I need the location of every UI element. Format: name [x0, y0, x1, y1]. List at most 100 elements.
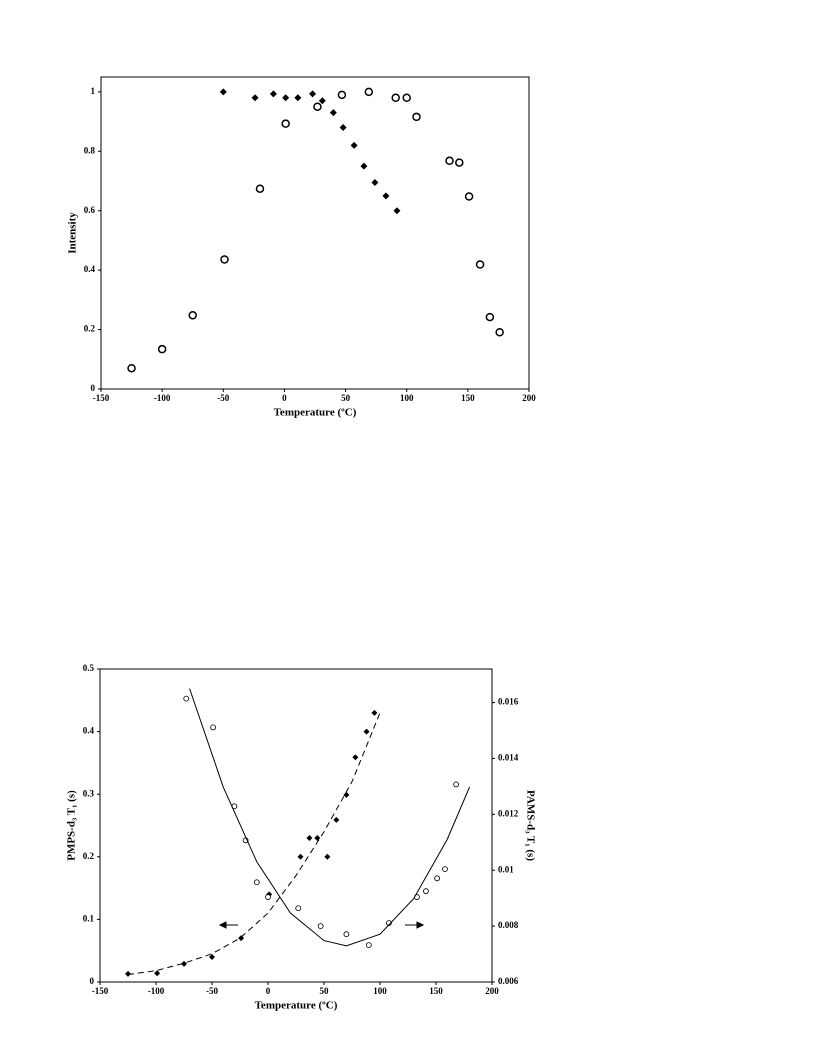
circle-point: [255, 184, 265, 193]
y-tick-label: 0.8: [84, 145, 96, 155]
circle-point: [442, 866, 448, 872]
x-tick-label: -50: [217, 393, 229, 403]
circle-point: [412, 112, 421, 122]
y-tick-label: 0.6: [84, 205, 96, 215]
fit-curve: [189, 688, 471, 947]
y-axis-title: PMPS-d₃ T₁ (s): [66, 790, 78, 861]
circle-point: [337, 90, 347, 100]
diamond-point: [382, 192, 390, 200]
diamond-point: [343, 791, 350, 798]
diamond-point: [339, 124, 347, 132]
y-tick-label: 1: [91, 86, 96, 96]
x-tick-label: 200: [485, 986, 499, 996]
y2-tick-label: 0.008: [498, 920, 519, 930]
y-tick-label: 0: [91, 383, 96, 393]
circle-point: [402, 93, 411, 103]
circle-point: [157, 344, 167, 354]
x-tick-label: 0: [282, 393, 287, 403]
circle-point: [423, 888, 429, 895]
circle-point: [495, 327, 504, 337]
circle-point: [464, 192, 474, 201]
circle-point: [265, 894, 271, 900]
diamond-point: [309, 90, 317, 98]
x-tick-label: -150: [93, 393, 110, 403]
diamond-point: [352, 754, 359, 761]
y-tick-label: 0.2: [83, 851, 95, 861]
x-tick-label: -100: [154, 393, 171, 403]
circle-point: [364, 87, 374, 97]
diamond-point: [251, 94, 259, 102]
diamond-point: [294, 94, 302, 102]
y2-tick-label: 0.01: [498, 864, 514, 874]
diamond-point: [324, 853, 331, 860]
diamond-point: [314, 835, 321, 842]
circle-point: [127, 363, 136, 373]
y-tick-label: 0.2: [84, 324, 96, 334]
x-tick-label: 50: [341, 393, 351, 403]
x-tick-label: 150: [429, 986, 443, 996]
x-tick-label: 100: [373, 986, 387, 996]
diamond-point: [329, 109, 337, 117]
diamond-point: [371, 178, 379, 186]
diamond-point: [282, 94, 290, 102]
y-tick-label: 0.3: [83, 788, 95, 798]
circle-point: [434, 875, 441, 882]
circle-point: [183, 695, 190, 702]
circle-point: [386, 920, 392, 926]
circle-point: [313, 102, 322, 111]
y-tick-label: 0.4: [84, 264, 96, 274]
x-tick-label: 50: [320, 986, 330, 996]
right-arrow-head: [416, 921, 425, 929]
diamond-point: [350, 141, 358, 149]
diamond-point: [333, 816, 340, 823]
fit-curve: [127, 712, 381, 975]
circle-point: [475, 260, 485, 269]
circle-point: [455, 158, 464, 167]
x-axis-title: Temperature (ºC): [255, 1000, 338, 1012]
diamond-point: [360, 162, 368, 170]
x-tick-label: 100: [400, 393, 414, 403]
y2-axis-title: PAMS-d₃ T₁ (s): [524, 790, 536, 861]
circle-point: [485, 312, 495, 322]
diamond-point: [209, 953, 215, 960]
x-tick-label: -50: [206, 986, 218, 996]
circle-point: [188, 311, 197, 320]
diamond-point: [297, 853, 304, 860]
x-tick-label: 0: [266, 986, 271, 996]
y-tick-label: 0.5: [83, 663, 95, 673]
circle-point: [220, 255, 229, 264]
circle-point: [391, 93, 400, 103]
circle-point: [365, 942, 372, 949]
circle-point: [210, 724, 217, 731]
diamond-point: [371, 709, 378, 716]
diamond-point: [306, 835, 313, 842]
diamond-point: [363, 728, 370, 735]
diamond-point: [154, 970, 161, 977]
y-axis-title: Intensity: [67, 212, 79, 254]
circle-point: [343, 931, 350, 938]
circle-point: [253, 879, 260, 886]
x-axis-title: Temperature (ºC): [274, 407, 357, 419]
y2-tick-label: 0.012: [498, 808, 519, 818]
y-tick-label: 0: [90, 976, 95, 986]
plot-frame: [100, 76, 530, 390]
left-arrow-head: [218, 921, 227, 929]
circle-point: [295, 905, 302, 912]
y-tick-label: 0.4: [83, 726, 95, 736]
diamond-point: [219, 88, 227, 96]
x-tick-label: -150: [92, 986, 109, 996]
x-tick-label: 150: [461, 393, 475, 403]
circle-point: [281, 119, 290, 128]
plot-frame: [99, 668, 493, 983]
y2-tick-label: 0.014: [498, 752, 519, 762]
circle-point: [445, 156, 454, 166]
diamond-point: [181, 960, 187, 967]
y2-tick-label: 0.016: [498, 697, 519, 707]
diamond-point: [125, 970, 131, 977]
y-tick-label: 0.1: [83, 913, 95, 923]
x-tick-label: 200: [522, 393, 536, 403]
diamond-point: [393, 207, 401, 215]
diamond-point: [318, 97, 326, 105]
